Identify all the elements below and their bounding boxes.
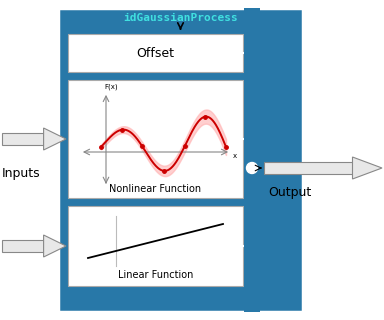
- Text: Output: Output: [268, 186, 311, 199]
- Text: Linear Function: Linear Function: [118, 270, 193, 280]
- Bar: [244, 8, 260, 312]
- Bar: [68, 206, 243, 286]
- Text: Nonlinear Function: Nonlinear Function: [109, 184, 202, 194]
- Text: F(x): F(x): [104, 84, 118, 90]
- Polygon shape: [353, 157, 382, 179]
- Text: idGaussianProcess: idGaussianProcess: [123, 13, 238, 23]
- Text: Offset: Offset: [136, 46, 174, 60]
- Bar: [68, 34, 243, 72]
- Bar: [2, 133, 44, 145]
- Bar: [58, 8, 303, 312]
- Bar: [2, 240, 44, 252]
- Polygon shape: [44, 128, 66, 150]
- Text: x: x: [233, 153, 237, 159]
- Text: Inputs: Inputs: [2, 167, 41, 180]
- Bar: [264, 162, 353, 174]
- Bar: [68, 80, 243, 198]
- Circle shape: [247, 163, 258, 173]
- Polygon shape: [44, 235, 66, 257]
